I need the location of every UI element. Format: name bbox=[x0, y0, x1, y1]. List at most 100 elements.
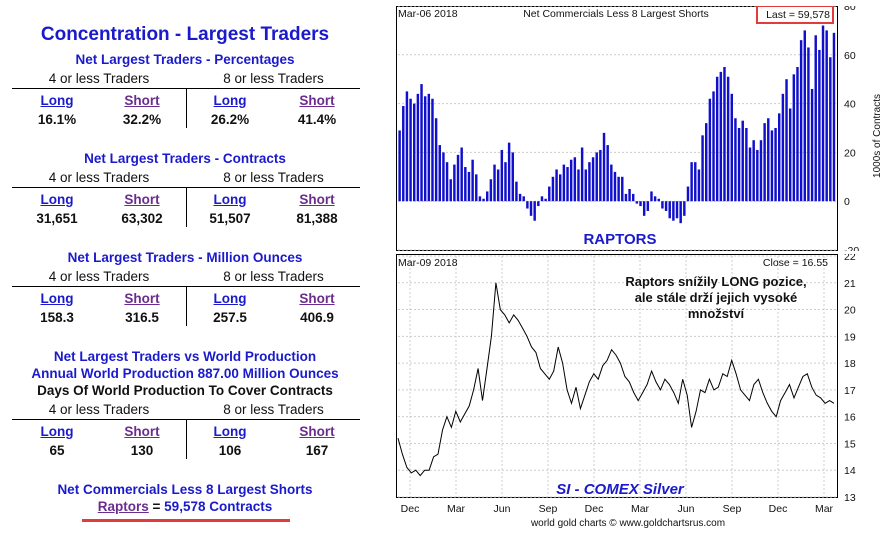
raptors-bar bbox=[730, 93, 733, 202]
raptors-bar bbox=[438, 145, 441, 202]
raptors-bar bbox=[807, 47, 810, 202]
raptors-bar bbox=[398, 130, 401, 202]
section-title: Net Largest Traders - Contracts bbox=[84, 151, 286, 166]
raptors-bar bbox=[770, 130, 774, 202]
raptors-bar bbox=[624, 193, 628, 202]
raptors-bar bbox=[460, 147, 463, 202]
value-cell: 406.9 bbox=[300, 310, 334, 325]
raptors-bar bbox=[610, 164, 613, 202]
raptors-bar bbox=[679, 201, 682, 224]
value-cell: 16.1% bbox=[37, 112, 77, 127]
raptors-bar bbox=[588, 162, 591, 202]
raptors-bar bbox=[759, 140, 763, 202]
raptors-bar bbox=[683, 201, 686, 216]
raptors-bar bbox=[701, 135, 704, 202]
section-column-divider bbox=[186, 419, 187, 459]
raptors-bar bbox=[464, 167, 467, 202]
short-link[interactable]: Short bbox=[299, 93, 335, 108]
short-link[interactable]: Short bbox=[299, 424, 335, 439]
raptors-bar bbox=[737, 128, 741, 202]
raptors-bar bbox=[420, 84, 423, 202]
raptors-bar-chart: -20 0 20 40 60 80 Mar-06 2018 Net Commercials… bbox=[396, 6, 883, 251]
raptors-bar bbox=[672, 201, 675, 221]
chart1-ytick: 20 bbox=[844, 147, 856, 159]
raptors-bar bbox=[715, 76, 719, 202]
long-link[interactable]: Long bbox=[213, 192, 247, 207]
long-link[interactable]: Long bbox=[40, 93, 74, 108]
raptors-bar bbox=[449, 179, 452, 202]
short-link[interactable]: Short bbox=[124, 291, 160, 306]
raptors-bar bbox=[602, 132, 606, 202]
long-link[interactable]: Long bbox=[213, 424, 247, 439]
value-cell: 106 bbox=[218, 443, 242, 458]
raptors-bar bbox=[639, 201, 642, 207]
footer-title: Net Commercials Less 8 Largest Shorts bbox=[57, 482, 313, 497]
raptors-bar bbox=[562, 164, 566, 202]
raptors-bar bbox=[675, 201, 679, 219]
raptors-bar bbox=[705, 123, 708, 202]
raptors-bar bbox=[518, 193, 522, 202]
raptors-bar bbox=[475, 174, 478, 202]
raptors-bar bbox=[668, 201, 671, 219]
raptors-bar bbox=[818, 49, 821, 202]
raptors-bar bbox=[785, 79, 788, 202]
raptors-bar bbox=[792, 74, 796, 202]
chart1-frame bbox=[396, 6, 838, 251]
value-cell: 26.2% bbox=[210, 112, 250, 127]
raptors-bar bbox=[493, 164, 496, 202]
raptors-bar bbox=[580, 147, 584, 202]
short-link[interactable]: Short bbox=[299, 192, 335, 207]
raptors-bar bbox=[613, 171, 617, 202]
raptors-bar bbox=[442, 152, 445, 202]
raptors-bar bbox=[515, 181, 518, 202]
raptors-bar bbox=[686, 186, 690, 202]
raptors-bar bbox=[650, 191, 653, 202]
long-link[interactable]: Long bbox=[40, 424, 74, 439]
raptors-bar bbox=[599, 149, 602, 202]
raptors-bar bbox=[504, 162, 507, 202]
raptors-bar bbox=[628, 189, 631, 202]
raptors-bar bbox=[756, 149, 759, 202]
chart2-xtick: Mar bbox=[631, 503, 650, 515]
raptors-link[interactable]: Raptors bbox=[97, 499, 149, 514]
group-8-label: 8 or less Traders bbox=[223, 269, 324, 284]
footer-line: Raptors = 59,578 Contracts bbox=[10, 499, 360, 514]
raptors-bar bbox=[723, 67, 726, 202]
raptors-bar bbox=[829, 57, 832, 202]
short-link[interactable]: Short bbox=[124, 93, 160, 108]
footer-equals: = bbox=[148, 499, 165, 514]
raptors-bar bbox=[569, 159, 573, 202]
value-cell: 167 bbox=[305, 443, 329, 458]
raptors-bar bbox=[734, 118, 737, 202]
raptors-bar bbox=[774, 128, 777, 202]
short-link[interactable]: Short bbox=[124, 192, 160, 207]
value-cell: 130 bbox=[130, 443, 154, 458]
chart2-xtick: Jun bbox=[494, 503, 511, 515]
group-8-label: 8 or less Traders bbox=[223, 402, 324, 417]
chart1-ylabel: 1000s of Contracts bbox=[872, 94, 883, 178]
chart2-ytick: 17 bbox=[844, 385, 856, 397]
raptors-bar bbox=[661, 201, 664, 209]
value-cell: 41.4% bbox=[297, 112, 337, 127]
short-link[interactable]: Short bbox=[299, 291, 335, 306]
section-subtitle: Annual World Production 887.00 Million O… bbox=[31, 366, 339, 381]
long-link[interactable]: Long bbox=[213, 93, 247, 108]
long-link[interactable]: Long bbox=[40, 291, 74, 306]
group-8-label: 8 or less Traders bbox=[223, 170, 324, 185]
raptors-bar bbox=[577, 169, 580, 202]
long-link[interactable]: Long bbox=[40, 192, 74, 207]
long-link[interactable]: Long bbox=[213, 291, 247, 306]
chart2-close: Close = 16.55 bbox=[763, 257, 828, 269]
chart1-date: Mar-06 2018 bbox=[398, 8, 458, 20]
chart2-title: SI - COMEX Silver bbox=[556, 481, 685, 498]
raptors-bar bbox=[694, 162, 697, 202]
value-cell: 81,388 bbox=[296, 211, 338, 226]
raptors-bar bbox=[712, 91, 715, 202]
raptors-bar bbox=[507, 142, 511, 202]
last-value-highlight bbox=[756, 6, 834, 24]
raptors-bar bbox=[741, 120, 744, 202]
group-4-label: 4 or less Traders bbox=[48, 402, 150, 417]
short-link[interactable]: Short bbox=[124, 424, 160, 439]
raptors-bar bbox=[496, 169, 500, 202]
raptors-bar bbox=[810, 88, 814, 202]
